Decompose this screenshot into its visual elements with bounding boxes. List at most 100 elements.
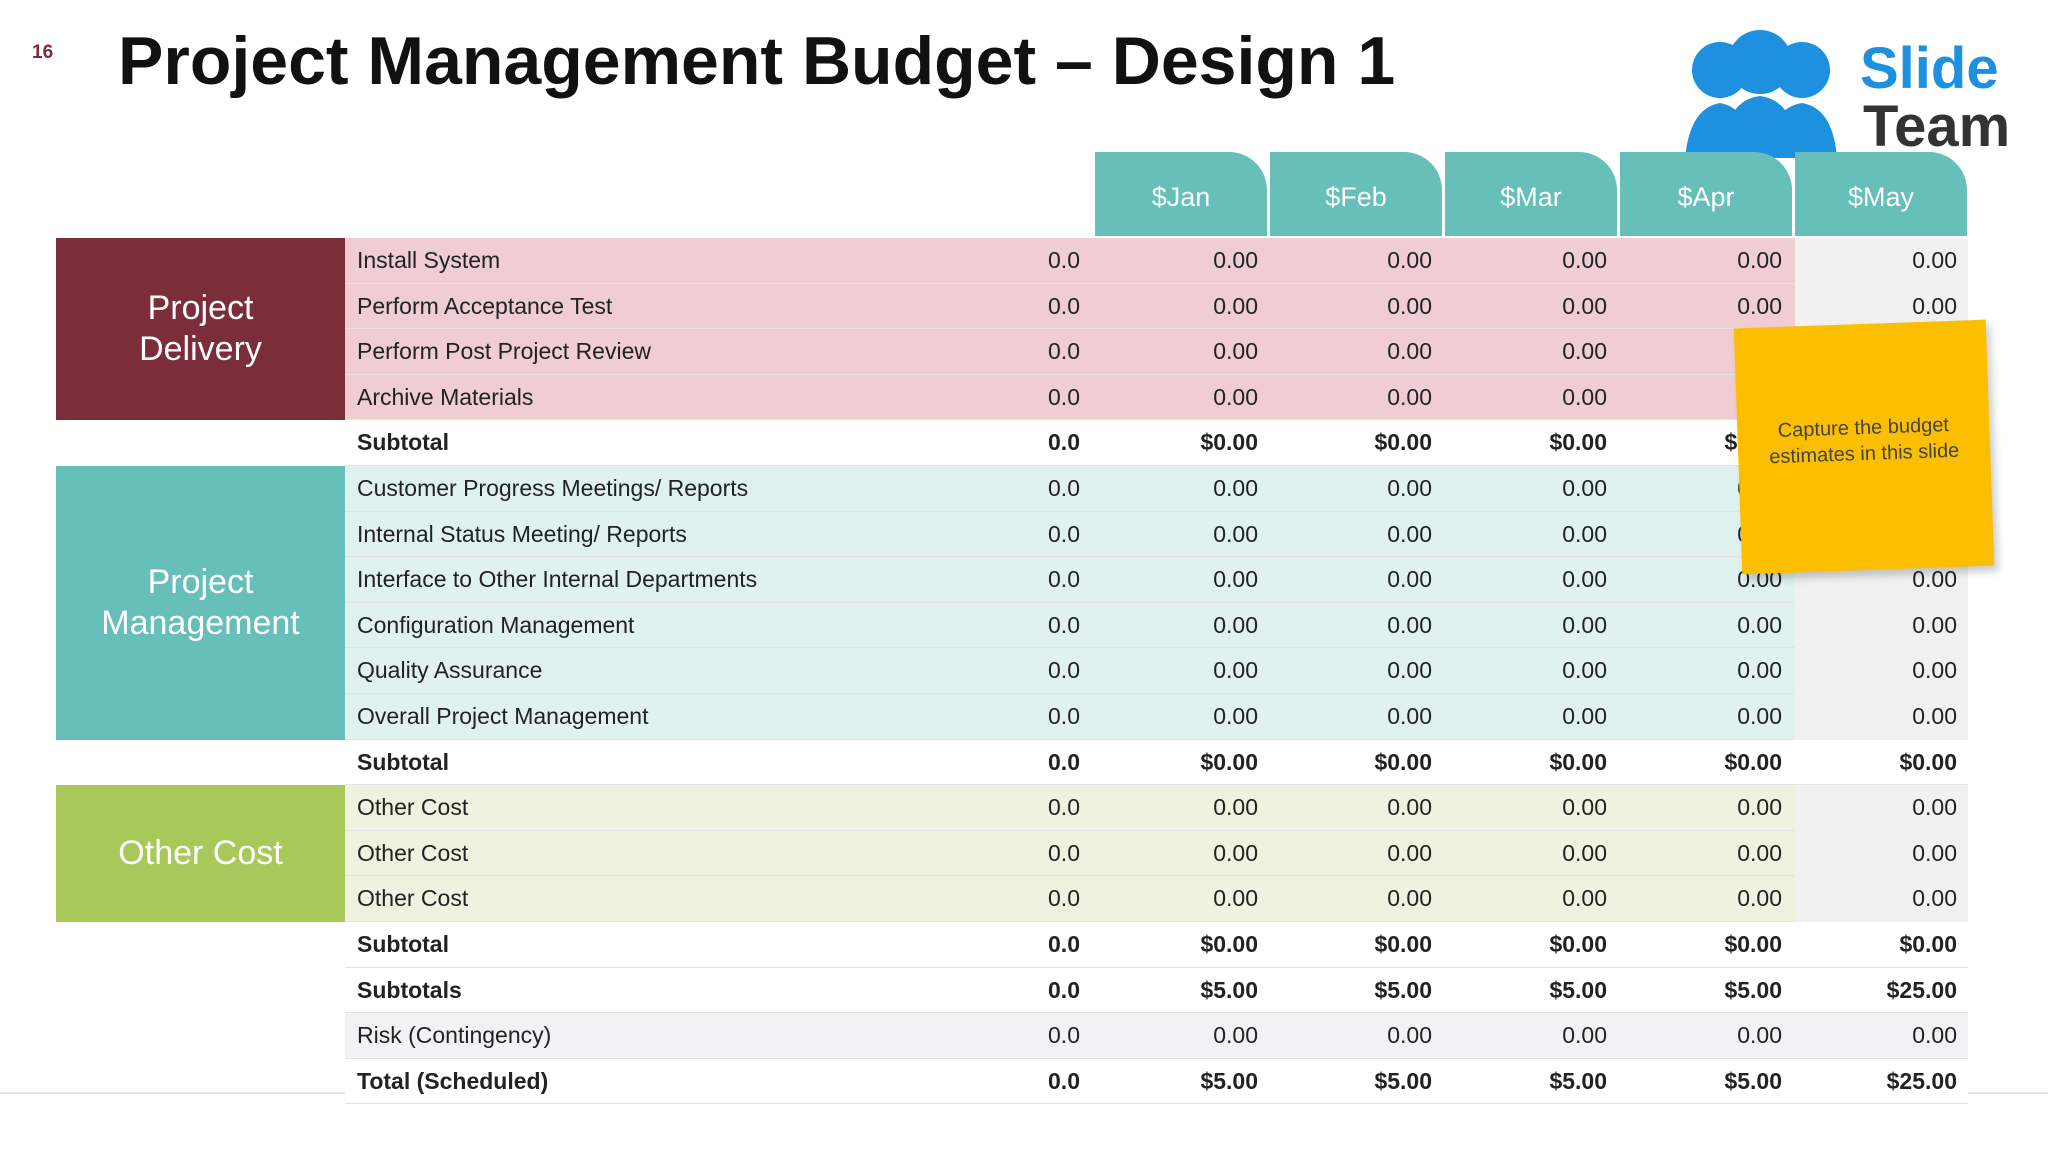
row-bg [345,694,1968,740]
row-value: 0.00 [1213,383,1258,410]
row-value: 0.0 [1048,520,1080,547]
row-value: 0.00 [1562,703,1607,729]
row-value: 0.00 [1387,338,1432,365]
may-cell-bg [1795,876,1968,922]
may-cell-bg [1795,785,1968,831]
row-value: 0.0 [1048,566,1080,593]
row-value: 0.00 [1737,839,1782,866]
row-value: 0.0 [1048,1022,1080,1049]
row-value: 0.0 [1048,429,1080,456]
row-value: 0.00 [1387,885,1432,912]
row-value: 0.00 [1562,338,1607,365]
row-label: Interface to Other Internal Departments [357,566,758,593]
row-value: $5.00 [1549,1067,1607,1094]
row-value: 0.00 [1737,292,1782,319]
may-cell-bg [1795,238,1968,284]
row-value: 0.00 [1387,839,1432,866]
logo-line1: Slide [1860,36,1999,101]
row-value: $5.00 [1724,1067,1782,1094]
row-value: 0.00 [1387,566,1432,593]
row-bg [345,511,1968,558]
row-value: 0.00 [1213,703,1258,729]
row-value: $5.00 [1200,1067,1258,1094]
row-value: $0.00 [1200,748,1258,775]
row-value: $5.00 [1724,976,1782,1003]
row-value: $5.00 [1374,1067,1432,1094]
row-value: 0.0 [1048,475,1080,501]
row-value: 0.00 [1562,247,1607,273]
row-bg [345,238,1968,284]
row-value: $0.00 [1374,931,1432,957]
row-value: 0.00 [1737,657,1782,684]
row-value: 0.00 [1387,1022,1432,1049]
row-value: 0.00 [1912,566,1957,593]
row-bg [345,648,1968,694]
row-value: 0.0 [1048,611,1080,638]
row-value: 0.00 [1912,611,1957,638]
row-value: $0.00 [1374,748,1432,775]
may-cell-bg [1795,830,1968,877]
row-value: $0.00 [1200,429,1258,456]
may-cell-bg [1795,648,1968,694]
row-value: 0.00 [1737,247,1782,273]
row-value: 0.00 [1912,703,1957,729]
row-label: Other Cost [357,885,469,912]
row-bg [345,830,1968,877]
row-value: 0.00 [1562,566,1607,593]
row-value: 0.00 [1737,794,1782,821]
month-header: $May [1795,152,1967,236]
row-bg [345,922,1968,968]
row-value: 0.00 [1387,475,1432,501]
row-value: 0.00 [1737,885,1782,912]
row-label: Quality Assurance [357,657,543,684]
row-value: $0.00 [1374,429,1432,456]
row-value: 0.0 [1048,292,1080,319]
row-value: 0.0 [1048,657,1080,684]
row-value: 0.00 [1912,839,1957,866]
row-bg [345,420,1968,466]
row-value: $0.00 [1724,748,1782,775]
row-value: 0.00 [1213,247,1258,273]
may-cell-bg [1795,694,1968,740]
row-value: 0.00 [1213,475,1258,501]
row-label: Subtotals [357,976,462,1003]
row-label: Internal Status Meeting/ Reports [357,520,687,547]
row-value: 0.00 [1562,611,1607,638]
row-label: Customer Progress Meetings/ Reports [357,475,749,501]
row-value: 0.0 [1048,839,1080,866]
row-value: 0.00 [1912,292,1957,319]
row-value: 0.00 [1562,839,1607,866]
row-label: Perform Acceptance Test [357,292,613,319]
row-value: 0.00 [1213,839,1258,866]
row-value: 0.0 [1048,885,1080,912]
row-value: $0.00 [1899,931,1957,957]
row-value: 0.0 [1048,383,1080,410]
row-bg [345,374,1968,421]
row-value: 0.00 [1562,657,1607,684]
row-bg [345,1013,1968,1059]
row-value: 0.00 [1562,520,1607,547]
row-bg [345,785,1968,831]
row-value: 0.00 [1387,657,1432,684]
row-label: Other Cost [357,794,469,821]
row-value: 0.00 [1387,292,1432,319]
row-bg [345,283,1968,330]
row-value: 0.00 [1387,611,1432,638]
row-value: 0.00 [1213,292,1258,319]
row-bg [345,1058,1968,1105]
row-value: $0.00 [1549,748,1607,775]
row-bg [345,876,1968,922]
row-label: Subtotal [357,429,449,456]
row-value: $0.00 [1200,931,1258,957]
row-value: 0.00 [1737,1022,1782,1049]
row-value: $25.00 [1886,976,1957,1003]
row-label: Perform Post Project Review [357,338,651,365]
row-value: 0.0 [1048,748,1080,775]
row-label: Risk (Contingency) [357,1022,552,1049]
row-value: 0.0 [1048,1067,1080,1094]
row-value: 0.00 [1213,611,1258,638]
row-label: Overall Project Management [357,703,649,729]
row-value: 0.00 [1912,794,1957,821]
row-value: 0.00 [1387,383,1432,410]
